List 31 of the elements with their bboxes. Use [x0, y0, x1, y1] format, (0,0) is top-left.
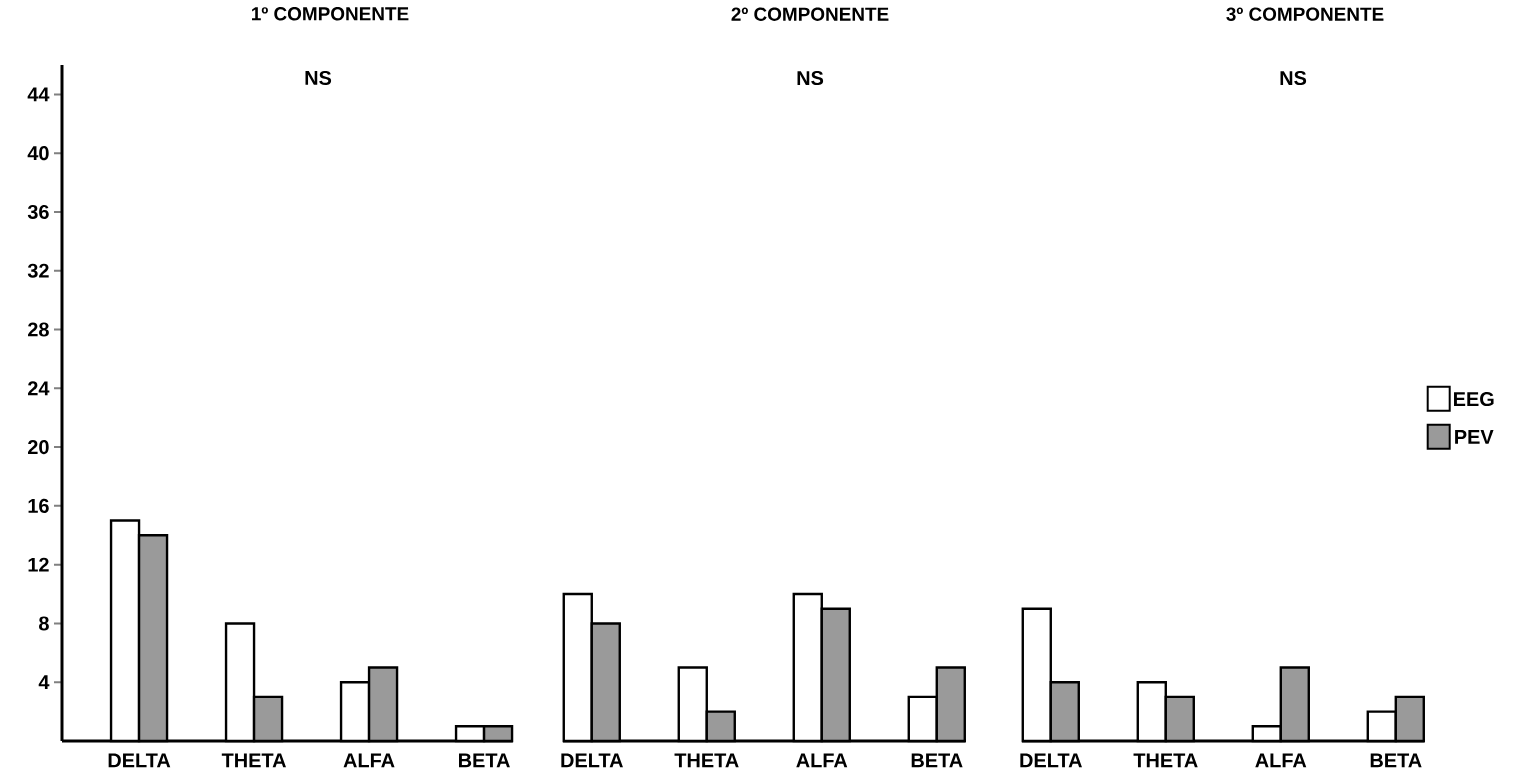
y-tick-label: 36 [27, 204, 49, 220]
y-tick-label: 44 [27, 87, 50, 102]
x-tick-label: ALFA [1255, 753, 1307, 768]
x-tick-label: BETA [1370, 753, 1422, 768]
y-tick-label: 12 [28, 557, 49, 572]
chart-title: 2º COMPONENTE [731, 7, 889, 21]
y-tick-label: 24 [28, 381, 50, 396]
x-tick-label: ALFA [343, 753, 395, 768]
y-tick-label: 4 [38, 675, 50, 690]
x-tick-label: DELTA [108, 753, 171, 768]
y-tick-label: 28 [28, 322, 49, 337]
chart-title: 1º COMPONENTE [252, 7, 409, 21]
x-tick-label: DELTA [561, 753, 623, 768]
legend-label: EEG [1454, 392, 1494, 407]
x-tick-label: ALFA [796, 753, 848, 768]
text: NS [797, 70, 824, 86]
text: NS [1280, 70, 1307, 86]
x-tick-label: BETA [911, 753, 963, 768]
x-tick-label: BETA [459, 753, 510, 768]
legend-label: PEV [1455, 430, 1494, 444]
y-tick-label: 8 [39, 616, 49, 631]
y-tick-label: 16 [28, 498, 49, 513]
x-tick-label: THETA [1133, 753, 1198, 768]
y-tick-label: 32 [27, 263, 49, 278]
x-tick-label: THETA [674, 753, 739, 768]
y-tick-label: 40 [27, 146, 49, 161]
annotation: NS [305, 70, 332, 86]
x-tick-label: DELTA [1020, 753, 1082, 768]
chart-title: 3º COMPONENTE [1226, 7, 1384, 21]
y-tick-label: 20 [28, 440, 49, 455]
x-tick-label: THETA [221, 753, 286, 768]
